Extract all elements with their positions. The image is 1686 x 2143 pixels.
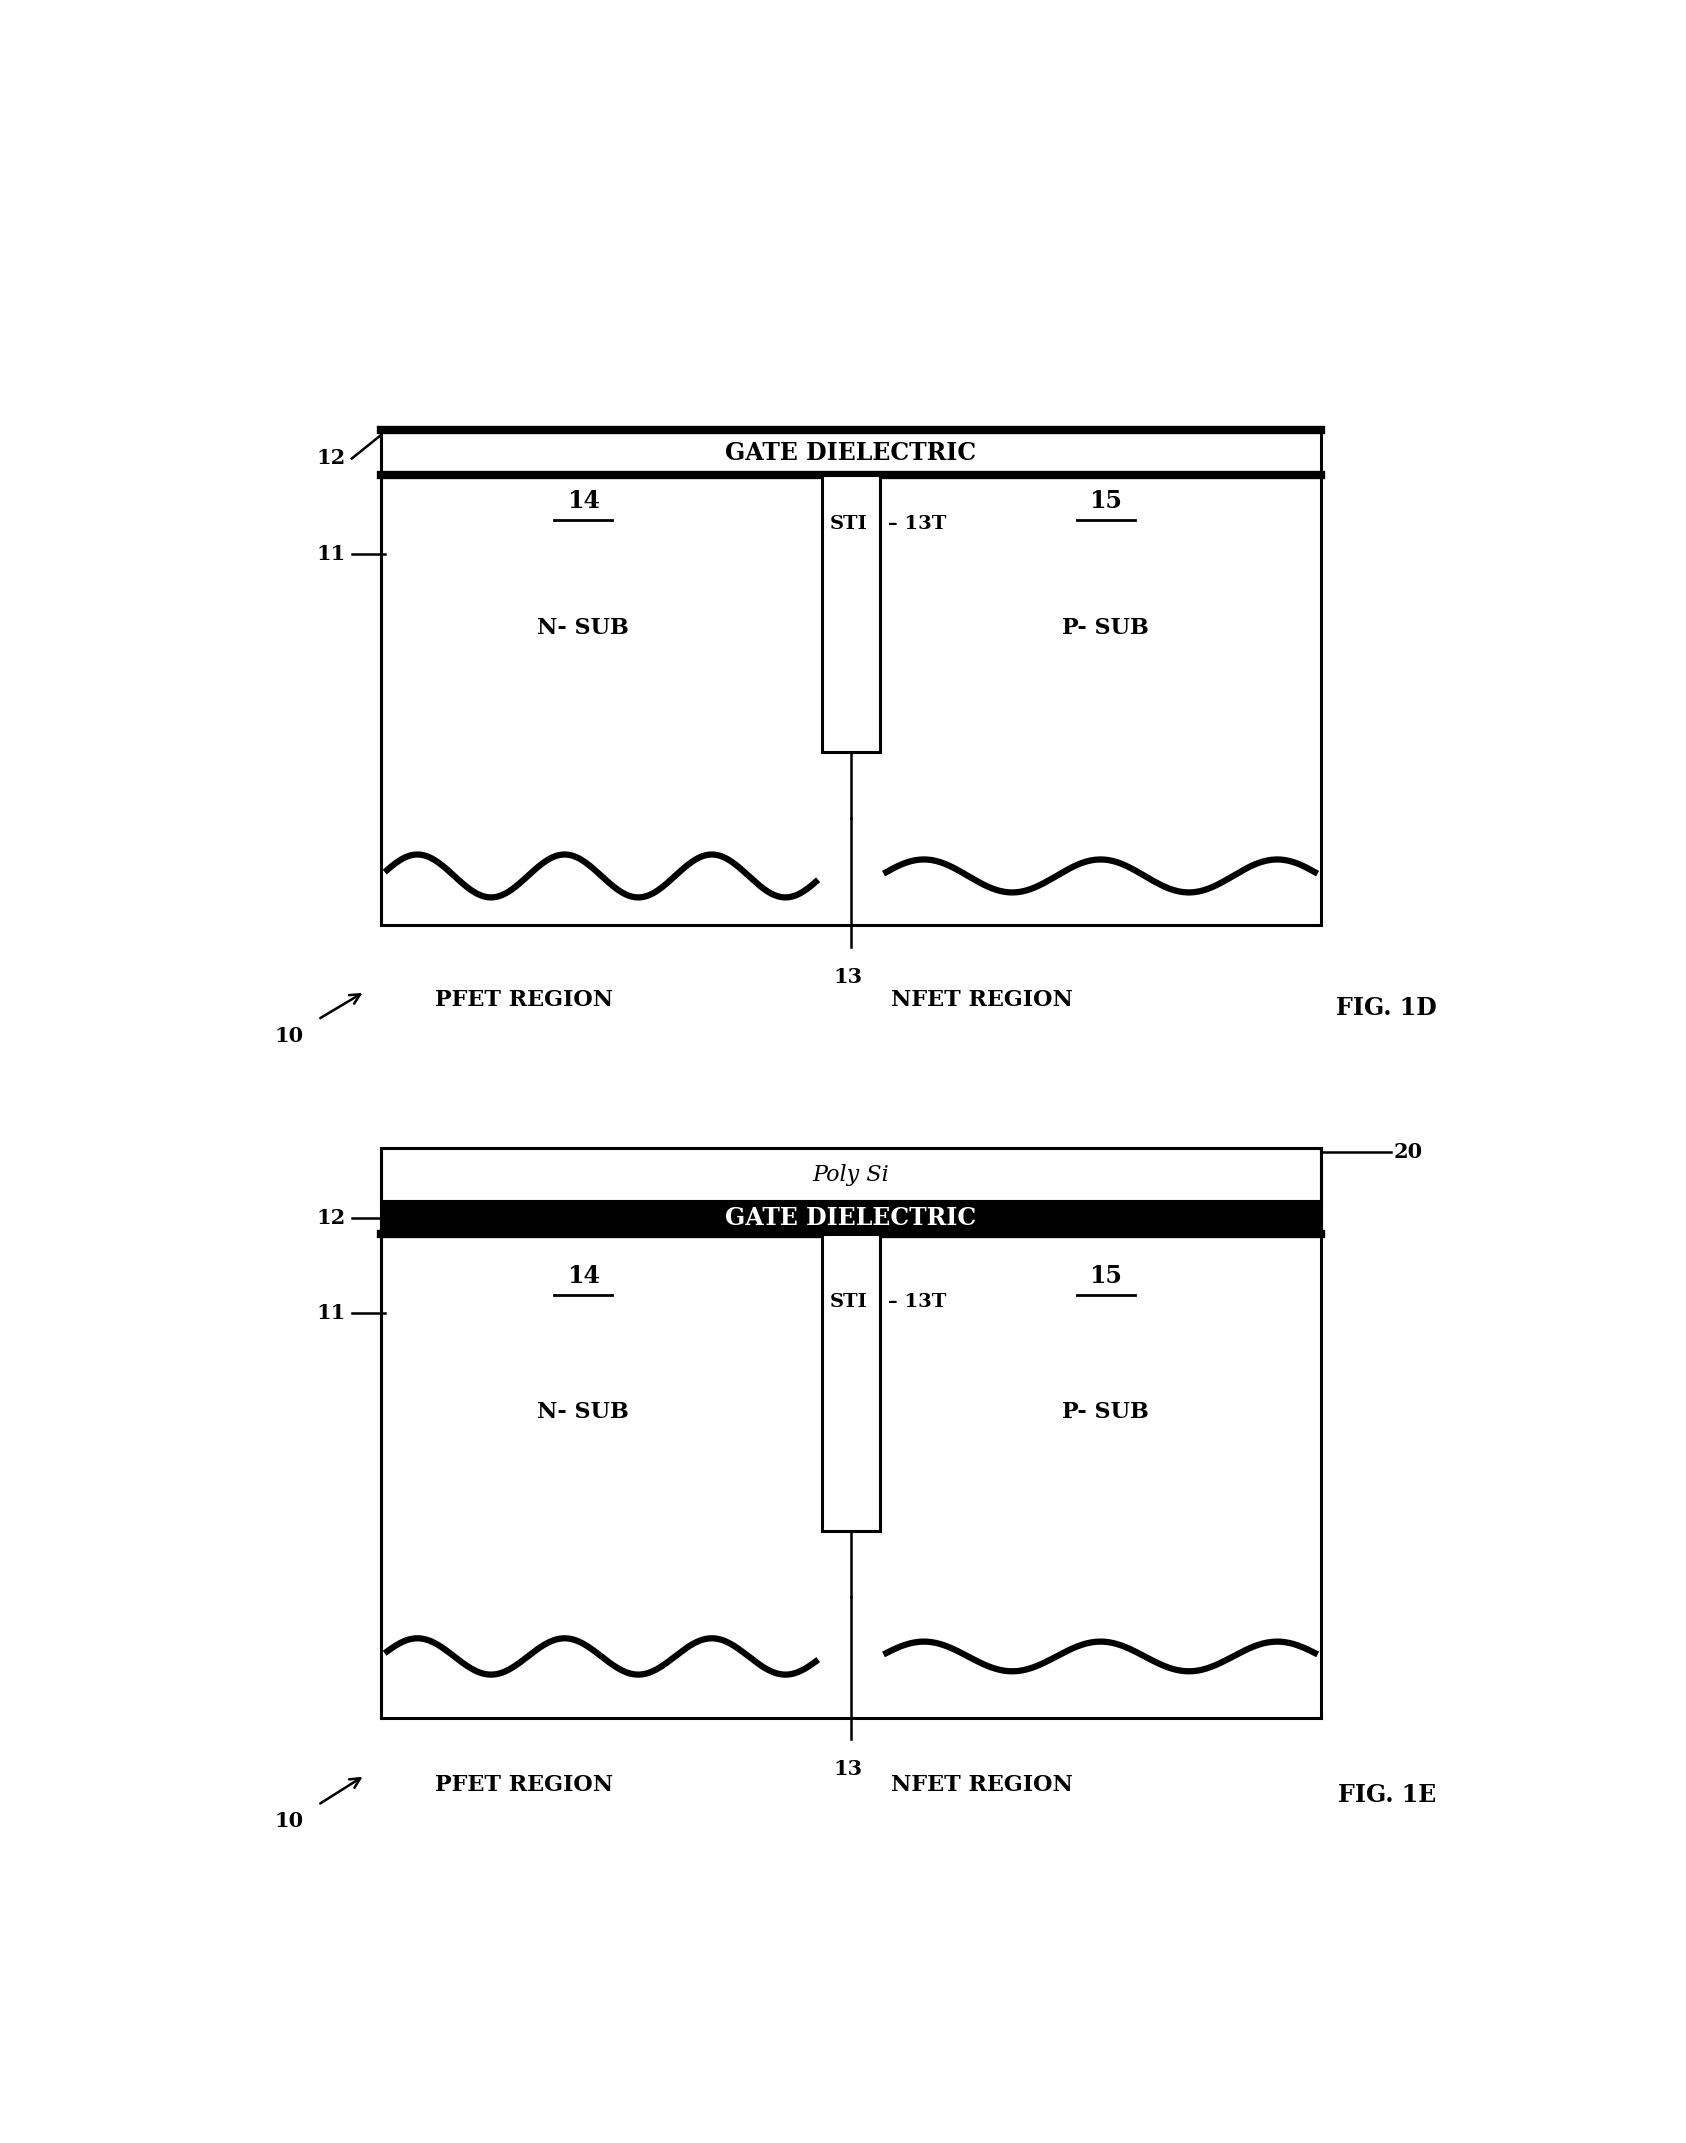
Text: 11: 11 (315, 1303, 346, 1322)
Polygon shape (381, 476, 1322, 926)
Text: 20: 20 (1393, 1142, 1423, 1162)
Polygon shape (381, 1149, 1322, 1717)
Text: 14: 14 (566, 489, 600, 512)
Polygon shape (381, 1200, 1322, 1234)
Polygon shape (381, 1234, 1322, 1717)
Text: – 13T: – 13T (887, 1292, 946, 1312)
Polygon shape (823, 1234, 880, 1530)
Text: NFET REGION: NFET REGION (890, 1774, 1072, 1796)
Text: 12: 12 (315, 448, 346, 469)
Text: – 13T: – 13T (887, 516, 946, 534)
Text: FIG. 1E: FIG. 1E (1337, 1783, 1436, 1807)
Polygon shape (381, 431, 1322, 926)
Text: 10: 10 (275, 1026, 303, 1046)
Text: STI: STI (830, 516, 867, 534)
Text: 13: 13 (835, 1759, 863, 1779)
Text: 10: 10 (275, 1811, 303, 1832)
Text: PFET REGION: PFET REGION (435, 1774, 614, 1796)
Text: N- SUB: N- SUB (538, 617, 629, 639)
Text: 12: 12 (315, 1207, 346, 1228)
Text: P- SUB: P- SUB (1062, 1402, 1150, 1423)
Polygon shape (823, 476, 880, 752)
Text: GATE DIELECTRIC: GATE DIELECTRIC (725, 1207, 976, 1230)
Text: GATE DIELECTRIC: GATE DIELECTRIC (725, 441, 976, 465)
Text: 14: 14 (566, 1264, 600, 1288)
Text: STI: STI (830, 1292, 867, 1312)
Text: 15: 15 (1089, 489, 1123, 512)
Text: N- SUB: N- SUB (538, 1402, 629, 1423)
Text: NFET REGION: NFET REGION (890, 988, 1072, 1011)
Polygon shape (381, 431, 1322, 476)
Text: P- SUB: P- SUB (1062, 617, 1150, 639)
Text: 13: 13 (835, 966, 863, 986)
Text: 15: 15 (1089, 1264, 1123, 1288)
Text: FIG. 1D: FIG. 1D (1337, 996, 1436, 1020)
Text: Poly Si: Poly Si (813, 1164, 890, 1185)
Text: PFET REGION: PFET REGION (435, 988, 614, 1011)
Text: 11: 11 (315, 544, 346, 564)
Polygon shape (381, 1149, 1322, 1200)
